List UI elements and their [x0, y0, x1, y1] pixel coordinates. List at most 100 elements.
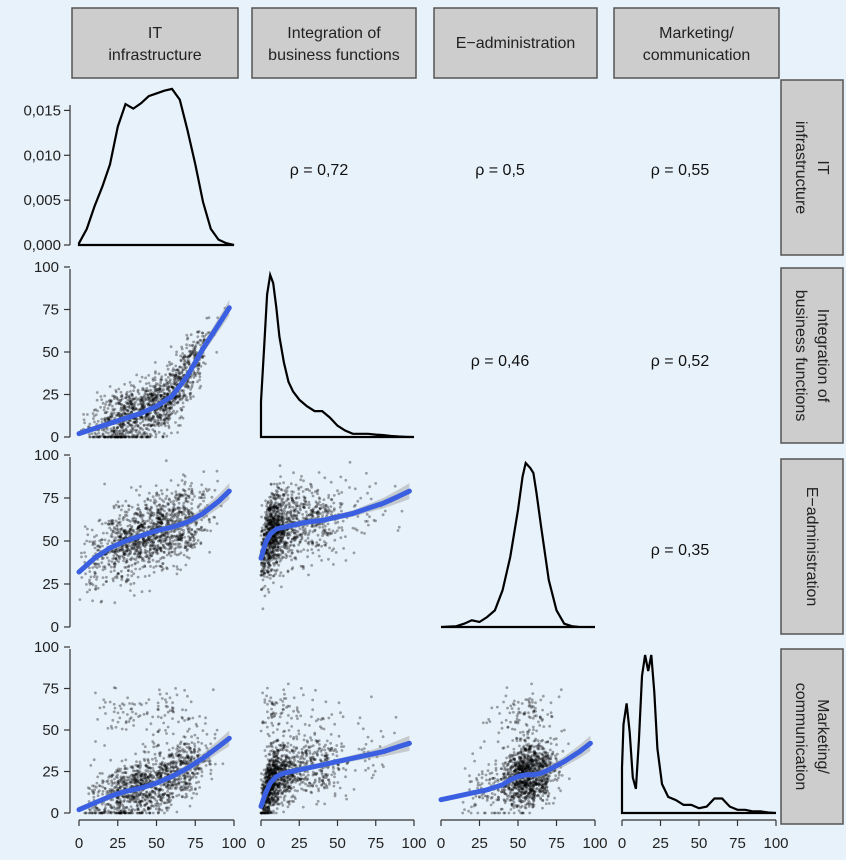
scatter-point: [156, 704, 160, 708]
scatter-point: [156, 520, 159, 523]
scatter-point: [310, 548, 314, 551]
y-tick-label: 75: [42, 490, 59, 507]
scatter-point: [104, 411, 108, 415]
scatter-point: [100, 420, 104, 424]
scatter-point: [192, 354, 196, 357]
scatter-point: [159, 390, 162, 393]
scatter-point: [119, 435, 123, 439]
scatter-point: [180, 408, 184, 412]
scatter-point: [118, 424, 121, 427]
scatter-point: [90, 528, 94, 532]
scatter-point: [153, 410, 156, 414]
scatter-point: [106, 726, 110, 730]
scatter-point: [125, 429, 129, 433]
scatter-point: [193, 742, 196, 746]
scatter-point: [183, 474, 187, 478]
scatter-point: [200, 483, 204, 487]
row-header-box: [780, 267, 844, 444]
scatter-point: [207, 316, 211, 320]
scatter-point: [320, 559, 323, 562]
scatter-point: [314, 524, 318, 528]
scatter-point: [95, 575, 99, 579]
scatter-point: [338, 505, 342, 509]
scatter-point: [152, 540, 156, 544]
scatter-point: [324, 544, 327, 547]
scatter-point: [186, 384, 190, 388]
scatter-point: [197, 362, 201, 365]
scatter-point: [130, 394, 134, 398]
scatter-point: [147, 374, 151, 377]
scatter-point: [140, 415, 144, 419]
scatter-point: [113, 416, 117, 420]
scatter-point: [91, 412, 95, 415]
scatter-point: [169, 803, 173, 807]
scatter-point: [207, 760, 211, 764]
scatter-point: [173, 376, 177, 379]
scatter-point: [152, 566, 156, 569]
scatter-point: [153, 420, 156, 424]
scatter-point: [318, 500, 321, 504]
scatter-point: [131, 407, 135, 410]
scatter-point: [106, 407, 110, 410]
scatter-point: [171, 766, 175, 769]
scatter-point: [151, 394, 154, 398]
scatter-point: [138, 493, 141, 497]
scatter-point: [126, 409, 129, 412]
scatter-point: [156, 388, 160, 392]
scatter-point: [119, 424, 122, 428]
scatter-point: [120, 394, 124, 398]
scatter-point: [285, 554, 289, 558]
scatter-point: [149, 418, 153, 422]
scatter-point: [383, 509, 387, 513]
scatter-point: [153, 424, 157, 428]
scatter-point: [146, 395, 150, 399]
scatter-point: [112, 426, 116, 429]
scatter-point: [171, 387, 175, 390]
scatter-point: [166, 790, 170, 793]
scatter-point: [158, 397, 162, 401]
scatter-point: [134, 567, 138, 571]
scatter-point: [159, 393, 162, 397]
scatter-point: [134, 712, 138, 716]
scatter-point: [113, 432, 117, 436]
scatter-point: [154, 395, 158, 399]
scatter-point: [142, 432, 146, 436]
scatter-point: [157, 387, 161, 390]
scatter-point: [321, 531, 324, 535]
scatter-point: [145, 393, 148, 396]
scatter-point: [142, 435, 146, 439]
scatter-point: [168, 416, 172, 420]
scatter-point: [151, 416, 154, 420]
scatter-point: [171, 732, 175, 736]
scatter-point: [210, 495, 214, 499]
scatter-point: [175, 810, 179, 814]
scatter-point: [177, 377, 180, 381]
scatter-point: [166, 416, 170, 420]
scatter-point: [311, 542, 314, 546]
scatter-point: [282, 493, 286, 496]
scatter-point: [332, 563, 335, 566]
scatter-point: [122, 552, 126, 556]
scatter-point: [183, 354, 187, 357]
scatter-point: [276, 514, 280, 518]
scatter-point: [127, 435, 131, 439]
scatter-point: [139, 803, 143, 807]
scatter-point: [186, 336, 190, 340]
scatter-point: [173, 368, 177, 372]
scatter-point: [111, 550, 114, 553]
scatter-point: [158, 413, 162, 417]
scatter-point: [334, 551, 338, 554]
scatter-point: [202, 490, 206, 494]
scatter-point: [148, 412, 152, 416]
scatter-point: [152, 415, 156, 419]
scatter-point: [165, 732, 168, 735]
scatter-point: [133, 703, 137, 706]
scatter-point: [142, 519, 146, 523]
scatter-point: [98, 518, 102, 522]
scatter-point: [123, 778, 127, 782]
scatter-point: [85, 539, 89, 543]
scatter-point: [171, 510, 175, 513]
scatter-point: [187, 512, 191, 515]
scatter-point: [92, 408, 96, 412]
scatter-point: [116, 401, 120, 405]
